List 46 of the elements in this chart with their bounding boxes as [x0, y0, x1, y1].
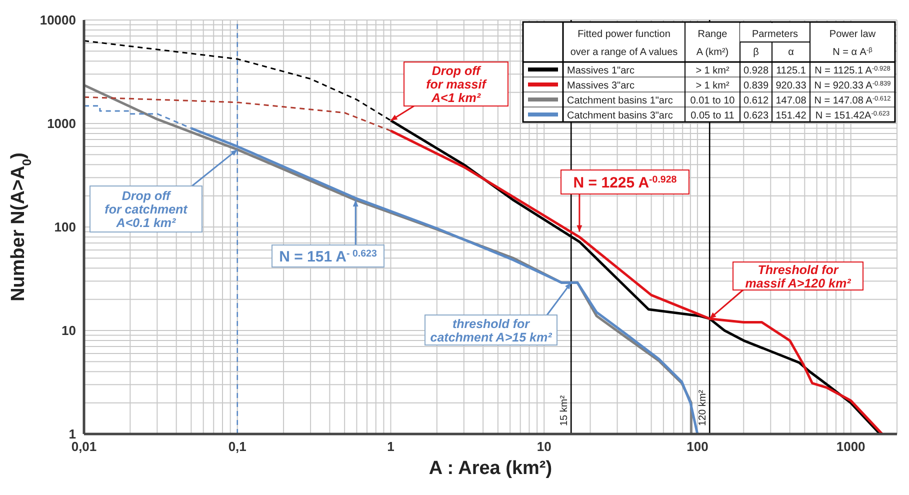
x-tick-label: 100 — [686, 439, 708, 454]
x-tick-label: 0,01 — [71, 439, 97, 454]
y-tick-label: 100 — [54, 220, 76, 235]
x-axis-title: A : Area (km²) — [428, 458, 552, 479]
annotation: 0.01 to 10 — [690, 96, 736, 106]
annotation: 920.33 — [776, 80, 807, 92]
annotation: N = 1125.1 A$^{-0.928}$ — [814, 65, 891, 76]
annotation: 0.839 — [743, 80, 769, 92]
annotation: 0.623 — [743, 110, 769, 122]
annotation: Range A (km²) — [696, 29, 729, 58]
annotation: 0.928 — [743, 66, 769, 76]
x-tick-label: 1 — [387, 439, 394, 454]
annotation: 151.42 — [776, 110, 807, 122]
legend-label: Massives 3"arc — [567, 80, 634, 92]
annotation: 0.612 — [743, 96, 769, 106]
annotation: > 1 km² — [696, 66, 730, 76]
annotation: 0.05 to 11 — [690, 110, 735, 122]
annotation: N = 151 A$^{- 0.623}$ — [279, 248, 378, 266]
annotation: α — [788, 47, 794, 58]
annotation: 1125.1 — [776, 66, 806, 76]
annotation: Parmeters — [752, 29, 798, 40]
x-tick-label: 10 — [536, 439, 552, 454]
ref-line-label: 120 km² — [698, 389, 709, 426]
legend-label: Catchment basins 3"arc — [567, 110, 673, 122]
annotation: Fitted power function over a range of A values — [570, 29, 678, 58]
annotation: Drop off for massif A<1 km² — [426, 64, 488, 105]
legend-label: Catchment basins 1"arc — [567, 96, 673, 106]
annotation: Drop off for catchment A<0.1 km² — [104, 189, 188, 230]
ref-line-label: 15 km² — [559, 394, 570, 426]
annotation: 147.08 — [776, 96, 807, 106]
annotation: N = 920.33 A$^{-0.839}$ — [814, 80, 892, 92]
annotation: Threshold for massif A>120 km² — [745, 262, 852, 290]
annotation: Power law N = α A$^{-β}$ — [829, 29, 876, 58]
annotation: β — [753, 47, 760, 58]
y-tick-label: 1000 — [47, 116, 76, 132]
legend-label: Massives 1"arc — [567, 66, 634, 76]
y-tick-label: 10 — [62, 323, 76, 338]
x-tick-label: 0,1 — [228, 439, 246, 454]
annotation: N = 1225 A$^{-0.928}$ — [573, 174, 678, 192]
y-tick-label: 10000 — [40, 12, 76, 28]
annotation: N = 147.08 A$^{-0.612}$ — [814, 95, 892, 106]
x-tick-label: 1000 — [836, 439, 866, 454]
y-tick-label: 1 — [68, 426, 76, 442]
annotation: > 1 km² — [696, 80, 730, 92]
annotation: N = 151.42A$^{-0.623}$ — [815, 110, 890, 122]
annotation: threshold for catchment A>15 km² — [430, 316, 553, 344]
